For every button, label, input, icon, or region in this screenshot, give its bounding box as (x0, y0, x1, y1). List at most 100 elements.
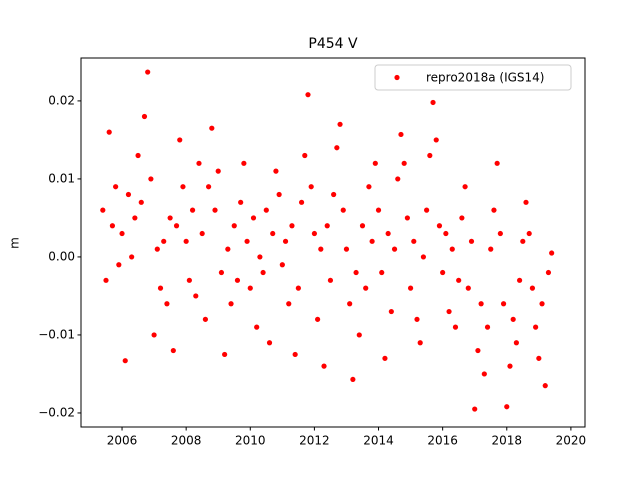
data-point (247, 285, 253, 291)
x-tick-label: 2016 (427, 434, 458, 448)
data-point (542, 383, 548, 389)
data-point (382, 355, 388, 361)
data-point (398, 131, 404, 138)
data-point (347, 301, 353, 307)
data-point (507, 363, 513, 369)
data-point (241, 160, 247, 166)
data-point (481, 371, 487, 377)
data-point (321, 363, 327, 369)
data-point (225, 246, 231, 252)
data-point (523, 199, 529, 205)
x-tick-label: 2020 (556, 434, 587, 448)
data-point (545, 269, 552, 276)
data-point (456, 277, 462, 283)
data-point (135, 152, 141, 159)
data-point (273, 168, 279, 174)
data-point (430, 99, 436, 106)
data-point (132, 215, 138, 221)
data-point (206, 184, 212, 190)
data-point (484, 324, 491, 330)
data-point (324, 223, 330, 229)
data-point (125, 191, 132, 198)
data-point (375, 207, 382, 213)
data-point (436, 223, 443, 229)
data-point (279, 262, 285, 268)
data-point (462, 184, 468, 190)
data-point (401, 160, 407, 166)
data-point (504, 404, 510, 410)
data-point (154, 246, 160, 252)
data-point (366, 184, 372, 190)
data-point (202, 316, 208, 322)
data-point (520, 238, 526, 244)
data-point (424, 207, 430, 213)
data-point (215, 168, 221, 174)
x-tick-label: 2006 (107, 434, 138, 448)
data-point (122, 358, 128, 364)
data-point (334, 145, 340, 151)
data-point (478, 301, 484, 307)
data-point (254, 324, 260, 330)
data-point (270, 230, 276, 237)
legend-box (374, 64, 572, 91)
data-point (440, 269, 446, 276)
data-point (276, 191, 282, 198)
y-axis-label: m (8, 237, 22, 249)
data-point (526, 230, 532, 237)
data-point (282, 238, 289, 244)
data-point (443, 230, 449, 237)
data-point (119, 230, 125, 237)
data-point (491, 207, 497, 213)
data-point (318, 246, 324, 252)
data-point (417, 340, 423, 346)
data-point (199, 230, 205, 237)
data-point (164, 301, 170, 307)
data-point (475, 347, 481, 354)
data-point (289, 223, 295, 229)
data-point (500, 301, 507, 307)
data-point (308, 184, 314, 190)
data-point (539, 301, 545, 307)
data-point (343, 246, 350, 252)
data-point (433, 137, 439, 143)
data-point (173, 223, 180, 229)
data-point (161, 238, 167, 244)
data-point (407, 285, 414, 291)
legend-label: repro2018a (IGS14) (426, 71, 544, 85)
data-point (218, 269, 225, 276)
data-point (379, 269, 385, 276)
data-point (510, 316, 516, 322)
data-point (180, 184, 186, 190)
data-point (222, 351, 228, 358)
x-tick-label: 2012 (299, 434, 330, 448)
data-point (106, 129, 112, 135)
data-point (385, 230, 391, 237)
y-tick-label: 0.02 (48, 93, 75, 107)
x-tick-label: 2010 (235, 434, 266, 448)
data-point (129, 254, 135, 260)
data-point (167, 215, 173, 221)
data-point (298, 199, 305, 205)
data-point (414, 316, 420, 322)
data-point (452, 324, 459, 330)
data-point (231, 223, 237, 229)
data-point (311, 230, 318, 237)
data-point (212, 207, 218, 213)
data-point (369, 238, 375, 244)
data-point (183, 238, 189, 244)
data-point (177, 137, 183, 143)
data-point (420, 254, 427, 260)
data-point (257, 254, 263, 260)
data-point (238, 199, 244, 205)
data-point (497, 230, 503, 237)
data-point (170, 347, 176, 354)
data-point (145, 69, 151, 75)
data-point (427, 152, 433, 159)
data-point (516, 277, 523, 283)
data-point (196, 160, 202, 166)
data-point (472, 406, 478, 412)
y-tick-label: 0.00 (48, 249, 75, 263)
data-point (151, 332, 157, 338)
data-point (234, 277, 241, 283)
